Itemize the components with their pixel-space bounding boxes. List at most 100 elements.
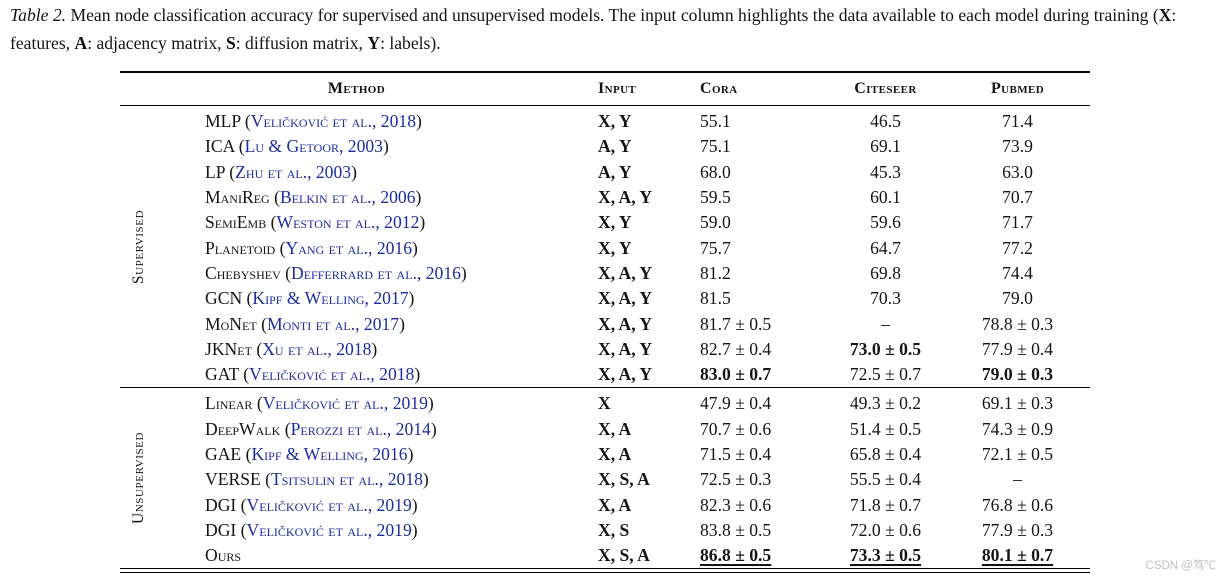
method-cell: JKNet (Xu et al., 2018) xyxy=(205,338,378,359)
citeseer-value: 72.5 ± 0.7 xyxy=(826,364,945,385)
citation-link[interactable]: Xu et al., 2018 xyxy=(262,338,372,359)
citeseer-value: 65.8 ± 0.4 xyxy=(826,444,945,465)
citation-link[interactable]: Zhu et al., 2003 xyxy=(235,161,352,182)
citation-link[interactable]: Perozzi et al., 2014 xyxy=(290,418,431,439)
citeseer-value: – xyxy=(826,314,945,335)
citation-link[interactable]: Kipf & Welling, 2016 xyxy=(251,444,408,464)
column-header-cora: Cora xyxy=(700,80,738,97)
cora-value: 83.0 ± 0.7 xyxy=(700,364,826,385)
method-name: GAE xyxy=(205,444,242,464)
caption-part: : adjacency matrix, xyxy=(87,32,226,53)
method-cell: ICA (Lu & Getoor, 2003) xyxy=(205,136,389,157)
citation-link[interactable]: Veličković et al., 2019 xyxy=(246,519,412,540)
pubmed-value-text: 69.1 ± 0.3 xyxy=(981,393,1054,414)
input-cell: A, Y xyxy=(598,161,632,182)
input-cell: X, A, Y xyxy=(598,288,653,309)
pubmed-value: 80.1 ± 0.7 xyxy=(945,545,1090,566)
pubmed-value: 79.0 ± 0.3 xyxy=(945,364,1090,385)
method-name: Ours xyxy=(205,545,242,566)
table-row: Ours X, S, A 86.8 ± 0.5 73.3 ± 0.5 80.1 ± 0.… xyxy=(205,543,1090,568)
citation-link[interactable]: Kipf & Welling, 2017 xyxy=(252,288,409,309)
cora-value: 75.7 xyxy=(700,238,826,259)
column-header-input: Input xyxy=(598,80,637,97)
citeseer-value: 46.5 xyxy=(826,111,945,132)
pubmed-value-text: 76.8 ± 0.6 xyxy=(981,494,1054,515)
cora-value: 47.9 ± 0.4 xyxy=(700,393,826,414)
section-divider-rule xyxy=(120,387,1090,389)
citeseer-value-text: 65.8 ± 0.4 xyxy=(849,444,922,464)
table-section-unsupervised: Unsupervised Linear (Veličković et al., 2… xyxy=(120,388,1090,568)
method-name: LP xyxy=(205,161,225,182)
citation-link[interactable]: Veličković et al., 2018 xyxy=(249,364,415,385)
input-cell: X xyxy=(598,393,611,414)
citation-link[interactable]: Veličković et al., 2019 xyxy=(246,494,412,515)
table-body: Supervised MLP (Veličković et al., 2018) X… xyxy=(120,106,1090,568)
input-cell: X, Y xyxy=(598,212,632,233)
section-label-supervised: Supervised xyxy=(130,209,147,284)
method-cell: GCN (Kipf & Welling, 2017) xyxy=(205,288,415,309)
pubmed-value-text: 63.0 xyxy=(1002,161,1033,182)
table-row: MLP (Veličković et al., 2018) X, Y 55.1 46.… xyxy=(205,109,1090,134)
caption-part: : labels). xyxy=(380,32,441,53)
citation-link[interactable]: Belkin et al., 2006 xyxy=(279,187,416,208)
method-name: MLP xyxy=(205,111,241,132)
table-row: Chebyshev (Defferrard et al., 2016) X, A,… xyxy=(205,261,1090,286)
citeseer-value-text: 59.6 xyxy=(870,212,901,233)
pubmed-value: 71.4 xyxy=(945,111,1090,132)
citeseer-value: 45.3 xyxy=(826,162,945,183)
method-name: JKNet xyxy=(205,338,252,359)
citation-link[interactable]: Yang et al., 2016 xyxy=(285,237,413,258)
citation-link[interactable]: Weston et al., 2012 xyxy=(276,212,420,233)
method-name: ManiReg xyxy=(205,187,270,208)
cora-value-text: 75.7 xyxy=(700,237,731,258)
citeseer-value: 49.3 ± 0.2 xyxy=(826,393,945,414)
column-header-citeseer: Citeseer xyxy=(854,80,917,97)
pubmed-value-text: 74.4 xyxy=(1002,262,1033,283)
caption-part: S xyxy=(225,32,236,53)
pubmed-value: 79.0 xyxy=(945,288,1090,309)
pubmed-value-text: 70.7 xyxy=(1002,187,1033,208)
input-cell: X, Y xyxy=(598,111,632,132)
method-name: Chebyshev xyxy=(205,262,281,283)
pubmed-value: 63.0 xyxy=(945,162,1090,183)
citation-link[interactable]: Defferrard et al., 2016 xyxy=(291,262,461,283)
citation-link[interactable]: Veličković et al., 2019 xyxy=(262,393,428,414)
input-cell: X, A, Y xyxy=(598,262,653,283)
cora-value: 83.8 ± 0.5 xyxy=(700,520,826,541)
input-cell: X, A xyxy=(598,418,632,439)
pubmed-value: 77.9 ± 0.3 xyxy=(945,520,1090,541)
cora-value-text: 83.8 ± 0.5 xyxy=(700,519,772,540)
input-cell: X, A, Y xyxy=(598,364,653,385)
header-rule xyxy=(120,105,1090,106)
table-row: GAT (Veličković et al., 2018) X, A, Y 83.0… xyxy=(205,362,1090,387)
table-row: DGI (Veličković et al., 2019) X, S 83.8 ± … xyxy=(205,518,1090,543)
method-name: GCN xyxy=(205,288,243,309)
table-row: JKNet (Xu et al., 2018) X, A, Y 82.7 ± 0.4… xyxy=(205,337,1090,362)
input-cell: X, S, A xyxy=(598,545,650,566)
input-cell: X, A, Y xyxy=(598,338,653,359)
table-row: ICA (Lu & Getoor, 2003) A, Y 75.1 69.1 73.9 xyxy=(205,134,1090,159)
citation-link[interactable]: Lu & Getoor, 2003 xyxy=(244,136,383,157)
cora-value: 81.7 ± 0.5 xyxy=(700,314,826,335)
cora-value-text: 86.8 ± 0.5 xyxy=(700,545,772,566)
citeseer-value-text: 73.3 ± 0.5 xyxy=(849,545,922,566)
cora-value: 68.0 xyxy=(700,162,826,183)
method-cell: LP (Zhu et al., 2003) xyxy=(205,161,357,182)
citeseer-value: 72.0 ± 0.6 xyxy=(826,520,945,541)
cora-value: 81.5 xyxy=(700,288,826,309)
citeseer-value-text: 60.1 xyxy=(870,187,901,208)
table-row: SemiEmb (Weston et al., 2012) X, Y 59.0 59.… xyxy=(205,210,1090,235)
method-cell: MLP (Veličković et al., 2018) xyxy=(205,111,422,132)
cora-value: 86.8 ± 0.5 xyxy=(700,545,826,566)
citation-link[interactable]: Monti et al., 2017 xyxy=(266,313,400,334)
method-name: ICA xyxy=(205,136,235,157)
citeseer-value-text: 69.8 xyxy=(870,262,901,283)
citation-link[interactable]: Veličković et al., 2018 xyxy=(250,111,416,132)
watermark: CSDN @笃℃ xyxy=(1145,560,1216,572)
method-name: DGI xyxy=(205,519,237,540)
citation-link[interactable]: Tsitsulin et al., 2018 xyxy=(271,469,423,490)
method-name: DGI xyxy=(205,494,237,515)
pubmed-value: 77.9 ± 0.4 xyxy=(945,339,1090,360)
citeseer-value-text: 45.3 xyxy=(870,161,901,182)
citeseer-value: 59.6 xyxy=(826,212,945,233)
